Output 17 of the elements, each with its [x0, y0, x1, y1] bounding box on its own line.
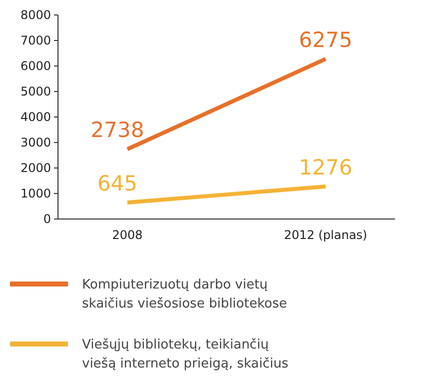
legend-label: Viešųjų bibliotekų, teikiančių viešą interneto prieigą, skaičius — [82, 338, 289, 372]
y-tick-label: 7000 — [20, 34, 51, 48]
y-tick-label: 3000 — [20, 136, 51, 150]
y-tick-label: 8000 — [20, 8, 51, 22]
data-label: 1276 — [298, 155, 352, 180]
data-label: 2738 — [90, 118, 144, 142]
data-label: 6275 — [298, 28, 352, 52]
y-tick-label: 0 — [43, 212, 51, 226]
y-tick-label: 4000 — [20, 110, 51, 124]
x-tick-label: 2008 — [112, 228, 143, 242]
y-tick-label: 2000 — [20, 161, 51, 176]
y-tick-label: 6000 — [20, 59, 51, 74]
y-tick-label: 5000 — [20, 84, 51, 99]
y-tick-label: 1000 — [20, 186, 51, 201]
data-label: 645 — [97, 172, 138, 196]
legend-label: Kompiuterizuotų darbo vietų skaičius viešosiose bibliotekose — [82, 278, 288, 312]
x-tick-label: 2012 (planas) — [284, 228, 368, 242]
